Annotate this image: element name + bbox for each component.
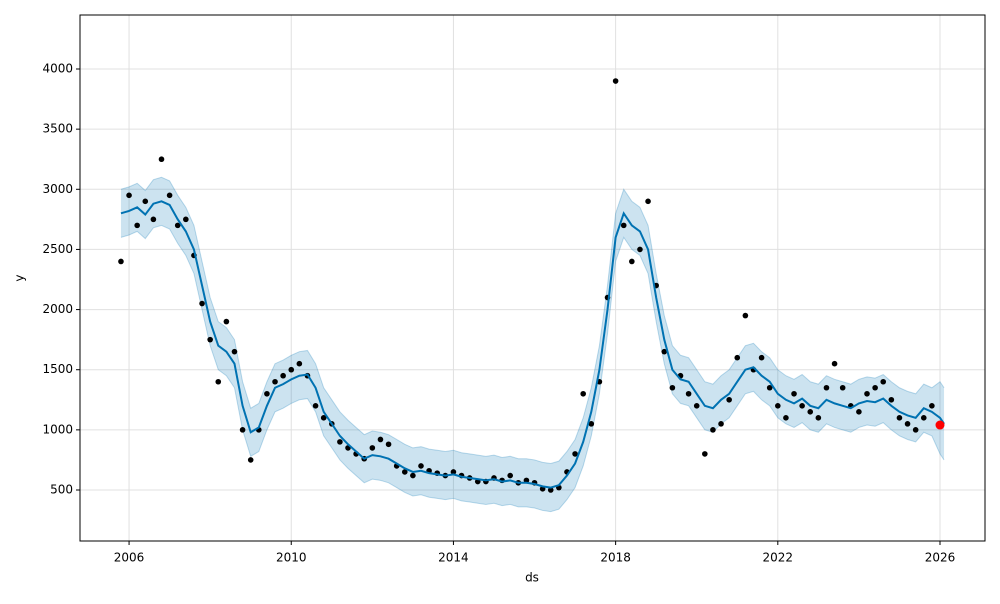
observed-point — [223, 318, 230, 325]
observed-point — [401, 469, 408, 475]
observed-point — [620, 222, 627, 229]
y-tick-label: 1500 — [42, 362, 73, 376]
observed-point — [669, 384, 676, 391]
plot-frame — [79, 14, 986, 542]
observed-point — [742, 312, 749, 319]
observed-point — [588, 421, 595, 427]
y-tick-label: 1000 — [42, 422, 73, 436]
observed-point — [718, 421, 724, 427]
observed-point — [288, 366, 295, 373]
observed-point — [661, 348, 668, 355]
observed-point — [637, 246, 643, 253]
observed-point — [247, 457, 254, 463]
x-tick-label: 2010 — [276, 551, 307, 565]
observed-point — [199, 300, 205, 307]
y-tick-label: 3000 — [42, 182, 73, 196]
x-tick-label: 2018 — [600, 551, 631, 565]
observed-point — [174, 222, 181, 229]
observed-point — [904, 421, 911, 427]
observed-point — [831, 360, 838, 367]
observed-point — [239, 427, 246, 433]
x-tick-label: 2026 — [925, 551, 956, 565]
observed-point — [231, 348, 238, 355]
observed-point — [547, 487, 554, 493]
observed-point — [864, 390, 870, 397]
observed-point — [920, 415, 927, 421]
observed-point — [507, 472, 513, 479]
observed-point — [839, 384, 846, 391]
observed-point — [312, 403, 319, 409]
observed-point — [912, 427, 919, 433]
x-axis-label: ds — [525, 571, 539, 585]
y-tick-label: 500 — [50, 482, 73, 496]
observed-point — [369, 445, 376, 451]
observed-point — [685, 390, 692, 397]
observed-point — [580, 390, 586, 397]
band-upper — [120, 176, 945, 465]
observed-point — [126, 192, 132, 199]
observed-point — [888, 396, 895, 403]
observed-point — [758, 354, 765, 361]
y-tick-label: 2000 — [42, 302, 73, 316]
observed-point — [791, 390, 797, 397]
observed-point — [320, 415, 327, 421]
observed-point — [710, 427, 716, 433]
observed-point — [645, 198, 651, 205]
observed-point — [929, 403, 935, 409]
observed-point — [150, 216, 157, 223]
observed-point — [207, 336, 213, 343]
observed-point — [523, 477, 530, 484]
y-tick-label: 4000 — [42, 62, 73, 76]
observed-point — [337, 439, 343, 445]
observed-point — [296, 360, 303, 367]
observed-point — [183, 216, 189, 223]
uncertainty-band — [120, 177, 945, 512]
observed-point — [572, 451, 578, 457]
observed-point — [693, 403, 700, 409]
x-tick-label: 2022 — [763, 551, 794, 565]
observed-point — [856, 409, 862, 415]
observed-point — [629, 258, 635, 265]
observed-point — [134, 222, 140, 229]
observed-point — [872, 384, 878, 391]
observed-point — [118, 258, 124, 265]
observed-point — [775, 403, 781, 409]
observed-point — [166, 192, 173, 199]
observed-point — [783, 415, 789, 421]
observed-point — [612, 78, 619, 84]
observed-point — [823, 384, 830, 391]
observed-point — [807, 409, 814, 415]
observed-point — [702, 451, 708, 457]
observed-point — [880, 378, 887, 385]
observed-point — [726, 396, 732, 403]
observed-point — [815, 415, 822, 421]
observed-point — [799, 403, 805, 409]
band-lower — [120, 224, 945, 513]
observed-point — [410, 472, 416, 479]
observed-point — [418, 463, 424, 469]
observed-point — [766, 384, 773, 391]
y-axis-label: y — [13, 274, 27, 281]
observed-point — [215, 378, 222, 385]
y-tick-label: 3500 — [42, 122, 73, 136]
observed-point — [377, 436, 384, 443]
observed-point — [158, 156, 165, 163]
x-tick-label: 2006 — [114, 551, 145, 565]
observed-point — [264, 390, 270, 397]
observed-point — [142, 198, 149, 205]
observed-point — [450, 469, 457, 475]
forecast-line — [120, 200, 945, 489]
observed-point — [272, 378, 278, 385]
observed-point — [385, 441, 392, 448]
observed-point — [734, 354, 741, 361]
observed-point — [280, 372, 286, 379]
y-tick-label: 2500 — [42, 242, 73, 256]
observed-point — [896, 415, 903, 421]
highlight-point — [935, 420, 945, 430]
x-tick-label: 2014 — [438, 551, 469, 565]
